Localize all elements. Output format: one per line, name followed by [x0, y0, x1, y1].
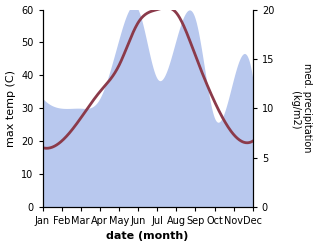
Y-axis label: med. precipitation
 (kg/m2): med. precipitation (kg/m2) — [291, 63, 313, 153]
Y-axis label: max temp (C): max temp (C) — [5, 70, 16, 147]
X-axis label: date (month): date (month) — [107, 231, 189, 242]
